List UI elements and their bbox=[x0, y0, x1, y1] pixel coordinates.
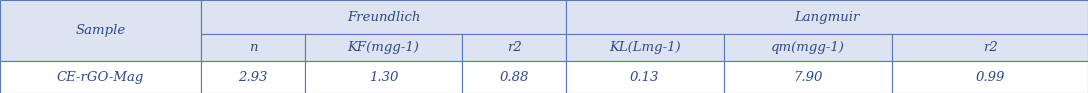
Bar bbox=[462, 34, 566, 61]
Bar bbox=[566, 0, 1088, 34]
Bar bbox=[566, 34, 724, 61]
Bar bbox=[305, 34, 462, 61]
Bar bbox=[305, 61, 462, 93]
Text: r2: r2 bbox=[982, 41, 998, 54]
Text: 7.90: 7.90 bbox=[793, 71, 823, 84]
Text: 0.99: 0.99 bbox=[976, 71, 1004, 84]
Text: CE-rGO-Mag: CE-rGO-Mag bbox=[57, 71, 145, 84]
Text: r2: r2 bbox=[507, 41, 521, 54]
Text: n: n bbox=[249, 41, 257, 54]
Text: 0.13: 0.13 bbox=[630, 71, 659, 84]
Text: KF(mgg-1): KF(mgg-1) bbox=[347, 41, 420, 54]
Text: Freundlich: Freundlich bbox=[347, 11, 420, 24]
Text: 0.88: 0.88 bbox=[499, 71, 529, 84]
Bar bbox=[0, 0, 201, 61]
Bar bbox=[0, 61, 201, 93]
Bar bbox=[201, 0, 566, 34]
Bar bbox=[201, 61, 305, 93]
Bar bbox=[892, 34, 1088, 61]
Bar bbox=[201, 34, 305, 61]
Text: Sample: Sample bbox=[75, 24, 126, 37]
Bar bbox=[566, 61, 724, 93]
Text: Langmuir: Langmuir bbox=[794, 11, 860, 24]
Text: KL(Lmg-1): KL(Lmg-1) bbox=[609, 41, 680, 54]
Bar bbox=[724, 34, 892, 61]
Text: 2.93: 2.93 bbox=[238, 71, 268, 84]
Bar bbox=[462, 61, 566, 93]
Text: qm(mgg-1): qm(mgg-1) bbox=[771, 41, 844, 54]
Bar bbox=[892, 61, 1088, 93]
Text: 1.30: 1.30 bbox=[369, 71, 398, 84]
Bar bbox=[724, 61, 892, 93]
